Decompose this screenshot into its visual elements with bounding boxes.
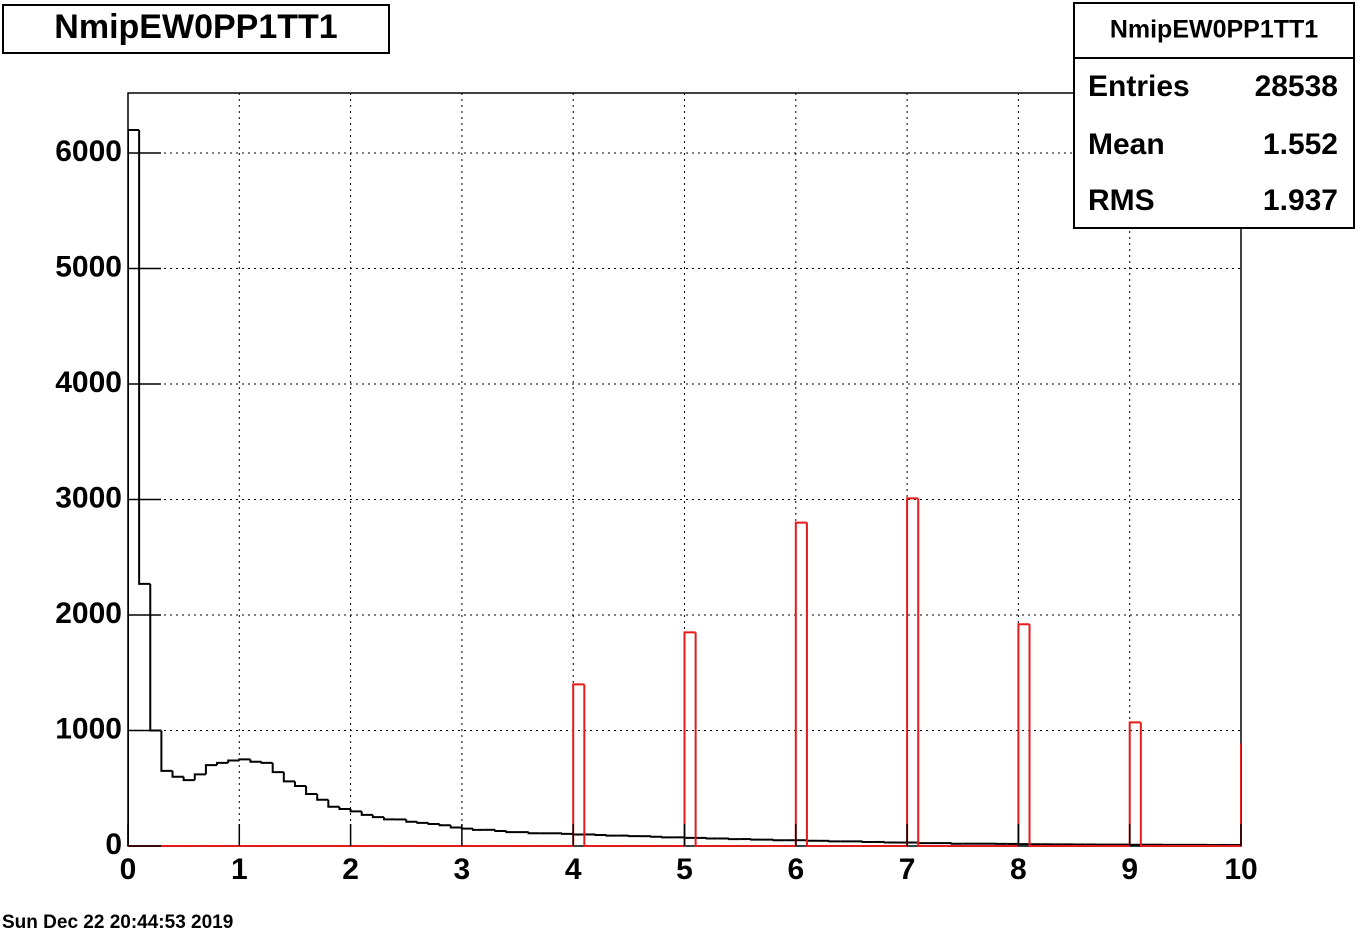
histogram-bin (650, 835, 663, 838)
histogram-bin (460, 827, 474, 830)
histogram-bin (449, 825, 462, 829)
histogram-bin (227, 759, 240, 763)
stats-label: RMS (1088, 184, 1155, 217)
stats-box (1073, 2, 1355, 229)
histogram-bin (950, 842, 963, 845)
histogram-bin (293, 781, 307, 787)
histogram-bin (249, 759, 262, 763)
x-tick-label: 3 (454, 853, 471, 886)
histogram-bin (527, 832, 540, 835)
histogram-bin (371, 814, 384, 819)
histogram-bin (883, 841, 896, 844)
x-tick-label: 10 (1224, 853, 1257, 886)
histograms (128, 128, 1241, 847)
histogram-bin (906, 497, 919, 846)
histogram-bin (917, 842, 930, 845)
histogram-bin (661, 836, 674, 839)
histogram-bin (204, 764, 218, 775)
histogram-bin (327, 799, 340, 808)
histogram-bin (728, 838, 741, 841)
histogram-bin (338, 806, 351, 811)
date-stamp: Sun Dec 22 20:44:53 2019 (2, 912, 233, 933)
histogram-bin (805, 839, 819, 842)
y-tick-label: 1000 (55, 712, 122, 745)
stats-rows: Entries 28538 Mean 1.552 RMS 1.937 (1088, 70, 1338, 217)
histogram-bin (1128, 721, 1141, 846)
histogram-bin (572, 683, 585, 846)
histogram-bin (193, 773, 206, 781)
histogram-bin (594, 834, 607, 837)
histogram-bin (1139, 722, 1152, 847)
histogram-bin (828, 840, 841, 843)
chart-title: NmipEW0PP1TT1 (54, 8, 337, 46)
x-tick-label: 0 (120, 853, 137, 886)
y-tick-label: 5000 (55, 250, 122, 283)
histogram-bin (160, 730, 173, 772)
x-tick-label: 9 (1121, 853, 1138, 886)
x-tick-label: 8 (1010, 853, 1027, 886)
histogram-bin (772, 839, 785, 842)
histogram-bin (349, 809, 362, 813)
histogram-bin (405, 819, 418, 823)
histogram-bin (561, 832, 574, 835)
stats-label: Entries (1088, 70, 1190, 103)
stats-label: Mean (1088, 128, 1165, 161)
histogram-bin (627, 835, 640, 838)
stats-value: 1.937 (1263, 184, 1338, 217)
x-tick-label: 6 (787, 853, 804, 886)
y-tick-label: 4000 (55, 366, 122, 399)
histogram-bin (438, 824, 451, 827)
histogram-bin (605, 834, 618, 837)
stats-value: 28538 (1255, 70, 1338, 103)
x-tick-label: 1 (231, 853, 248, 886)
x-tick-label: 4 (565, 853, 582, 886)
histogram-bin (505, 830, 518, 834)
stats-value: 1.552 (1263, 128, 1338, 161)
x-tick-label: 7 (899, 853, 916, 886)
histogram-bin (260, 761, 273, 764)
histogram-bin (382, 817, 396, 821)
histogram-bin (271, 762, 284, 774)
histogram-bin (416, 821, 429, 824)
histogram-bin (705, 837, 718, 840)
x-tick-label: 5 (676, 853, 693, 886)
histogram-bin (360, 811, 373, 816)
histogram-bin (683, 836, 696, 839)
histogram-bin (794, 521, 807, 846)
histogram-bin (171, 770, 184, 778)
histogram-bin (128, 128, 140, 846)
histogram-bin (138, 129, 151, 585)
title-box (2, 4, 390, 54)
y-tick-label: 6000 (55, 135, 122, 168)
x-tick-label: 2 (342, 853, 359, 886)
histogram-bin (572, 833, 585, 836)
histogram-bin (182, 776, 195, 782)
histogram-bin (1028, 624, 1041, 847)
histogram-bin (216, 761, 229, 766)
stats-title: NmipEW0PP1TT1 (1110, 16, 1318, 44)
histogram-bin (316, 794, 329, 801)
y-tick-label: 3000 (55, 481, 122, 514)
histogram-bin (494, 829, 507, 832)
histogram-bin (861, 840, 874, 843)
histogram-bin (694, 632, 707, 847)
histogram-bin (1229, 843, 1241, 846)
histogram-bin (427, 822, 440, 826)
histogram-bin (750, 838, 763, 841)
histogram-bin (583, 684, 596, 847)
histogram-bin (683, 631, 696, 846)
y-tick-label: 2000 (55, 597, 122, 630)
histogram-bin (305, 785, 318, 796)
histogram-bin (472, 828, 485, 831)
histogram-bin (805, 522, 819, 847)
y-tick-label: 0 (105, 828, 122, 861)
histogram-bin (917, 498, 930, 847)
axes: 0 1 2 3 4 5 6 7 8 9 10 0 1000 2000 3000 4000 5000 6000 (55, 135, 1257, 886)
histogram-bin (282, 772, 295, 783)
histogram-bin (238, 758, 251, 761)
histogram-bin (1017, 623, 1030, 846)
